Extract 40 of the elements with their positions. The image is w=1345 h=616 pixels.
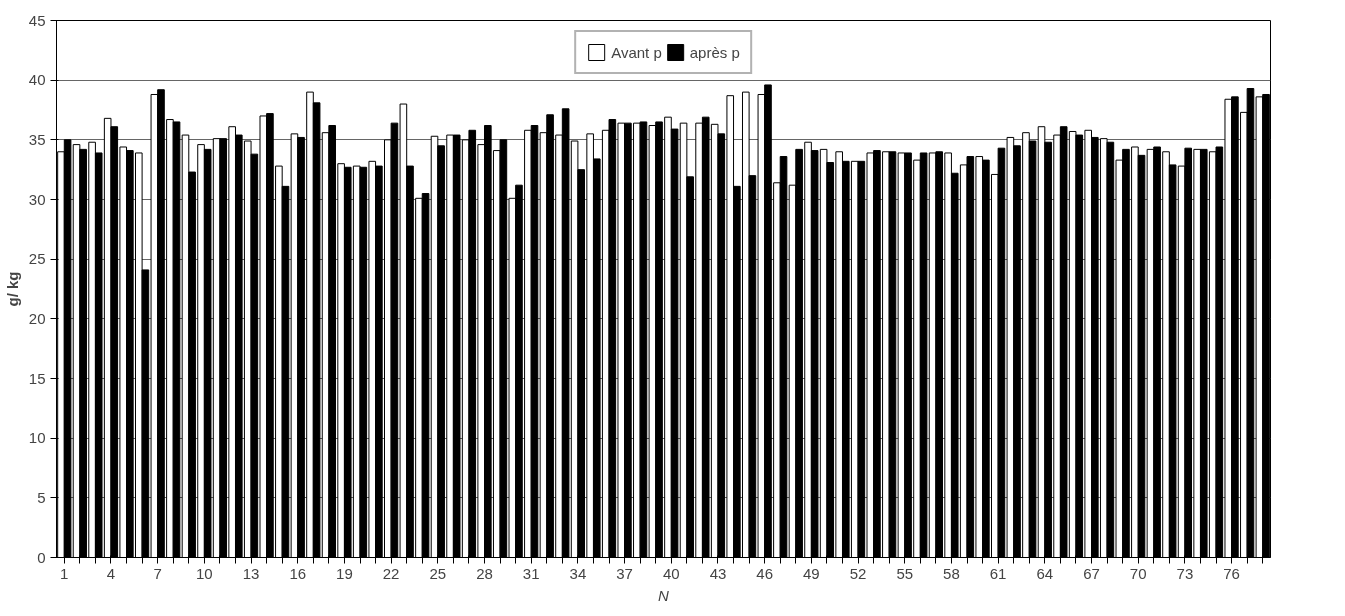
x-tick-label: 70 [1129,564,1147,582]
y-tick-label: 30 [28,190,46,208]
y-tick-label: 10 [28,429,46,447]
x-tick-label: 52 [849,564,867,582]
x-tick-label: 55 [896,564,914,582]
x-tick-label: 58 [943,564,960,582]
x-tick-label: 16 [289,564,307,582]
x-axis-title: N [658,586,670,604]
x-tick-label: 61 [989,564,1007,582]
x-tick-label: 64 [1036,564,1054,582]
x-tick-label: 10 [196,564,213,582]
y-axis-title: g/ kg [3,271,21,307]
x-tick-label: 7 [153,564,162,582]
y-tick-label: 25 [28,250,46,268]
x-tick-label: 73 [1176,564,1194,582]
y-tick-label: 5 [37,488,46,506]
x-tick-label: 1 [60,564,69,582]
y-tick-label: 20 [28,309,46,327]
x-tick-label: 28 [476,564,493,582]
y-tick-label: 35 [28,130,46,148]
x-tick-label: 22 [382,564,400,582]
x-tick-label: 43 [709,564,727,582]
y-tick-label: 40 [28,71,46,89]
x-tick-label: 37 [616,564,633,582]
x-tick-label: 25 [429,564,447,582]
legend-label: après p [689,43,740,61]
x-tick-label: 67 [1083,564,1100,582]
x-tick-label: 49 [803,564,820,582]
x-tick-label: 40 [662,564,680,582]
x-tick-label: 46 [756,564,774,582]
legend-label: Avant p [611,43,662,61]
x-tick-label: 13 [242,564,260,582]
y-tick-label: 15 [28,369,46,387]
x-tick-label: 19 [336,564,353,582]
y-tick-label: 0 [37,548,46,566]
x-tick-label: 76 [1223,564,1240,582]
y-tick-label: 45 [28,11,46,29]
x-tick-label: 34 [569,564,587,582]
x-tick-label: 4 [106,564,116,582]
x-tick-label: 31 [522,564,540,582]
